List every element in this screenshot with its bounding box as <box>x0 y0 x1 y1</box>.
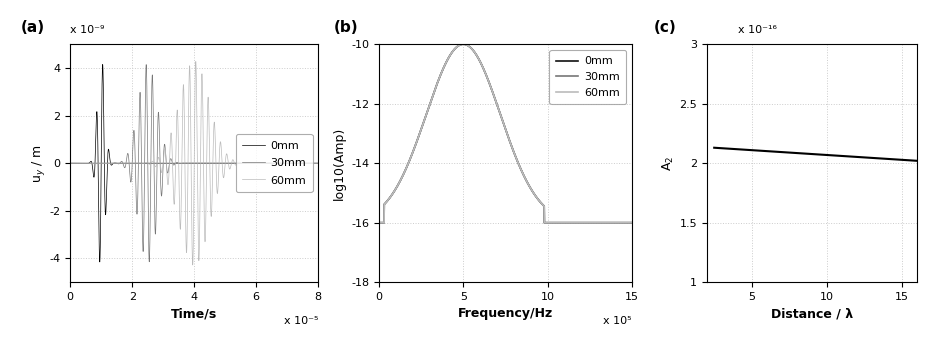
60mm <box>187 263 198 267</box>
Text: x 10⁻⁹: x 10⁻⁹ <box>70 25 105 35</box>
30mm <box>373 221 385 225</box>
30mm <box>242 161 254 165</box>
30mm <box>470 52 481 56</box>
X-axis label: Distance / λ: Distance / λ <box>771 307 853 321</box>
60mm <box>373 221 385 225</box>
Text: x 10⁵: x 10⁵ <box>604 316 632 325</box>
60mm <box>297 161 308 165</box>
60mm <box>470 52 481 56</box>
0mm <box>95 260 106 264</box>
Y-axis label: u$_y$ / m: u$_y$ / m <box>30 144 47 183</box>
0mm <box>214 161 226 165</box>
30mm <box>581 221 592 225</box>
60mm <box>626 221 637 225</box>
30mm <box>419 116 431 120</box>
Text: x 10⁻¹⁶: x 10⁻¹⁶ <box>739 25 777 35</box>
0mm <box>242 161 254 165</box>
0mm <box>313 161 324 165</box>
30mm <box>143 260 154 264</box>
Line: 60mm: 60mm <box>70 62 318 265</box>
X-axis label: Time/s: Time/s <box>171 307 217 321</box>
60mm <box>525 186 536 190</box>
30mm <box>182 161 193 165</box>
60mm <box>214 140 226 144</box>
60mm <box>65 161 76 165</box>
0mm <box>373 221 385 225</box>
0mm <box>65 161 76 165</box>
Legend: 0mm, 30mm, 60mm: 0mm, 30mm, 60mm <box>236 134 313 192</box>
0mm <box>470 52 481 56</box>
30mm <box>214 161 226 165</box>
30mm <box>140 63 152 67</box>
0mm <box>419 116 431 120</box>
X-axis label: Frequency/Hz: Frequency/Hz <box>458 307 553 321</box>
30mm <box>563 221 574 225</box>
30mm <box>65 161 76 165</box>
Text: (c): (c) <box>654 20 677 35</box>
0mm <box>458 42 469 46</box>
60mm <box>126 161 138 165</box>
60mm <box>419 116 431 120</box>
60mm <box>538 203 549 207</box>
0mm <box>297 161 308 165</box>
0mm <box>126 161 138 165</box>
60mm <box>313 161 324 165</box>
60mm <box>458 42 469 46</box>
Line: 30mm: 30mm <box>70 65 318 262</box>
0mm <box>626 221 637 225</box>
Text: (b): (b) <box>333 20 358 35</box>
Line: 0mm: 0mm <box>379 44 632 223</box>
60mm <box>182 206 193 210</box>
0mm <box>224 161 235 165</box>
Text: (a): (a) <box>21 20 45 35</box>
30mm <box>224 161 235 165</box>
Y-axis label: A$_2$: A$_2$ <box>662 156 677 171</box>
0mm <box>97 63 109 67</box>
60mm <box>581 221 592 225</box>
0mm <box>563 221 574 225</box>
30mm <box>626 221 637 225</box>
0mm <box>538 203 549 207</box>
30mm <box>525 186 536 190</box>
60mm <box>563 221 574 225</box>
Text: x 10⁻⁵: x 10⁻⁵ <box>284 316 318 325</box>
30mm <box>313 161 324 165</box>
30mm <box>538 203 549 207</box>
Line: 0mm: 0mm <box>70 65 318 262</box>
Line: 30mm: 30mm <box>379 44 632 223</box>
60mm <box>224 167 235 171</box>
30mm <box>297 161 308 165</box>
30mm <box>126 166 138 170</box>
60mm <box>242 161 254 165</box>
0mm <box>182 161 193 165</box>
Line: 60mm: 60mm <box>379 44 632 223</box>
Legend: 0mm, 30mm, 60mm: 0mm, 30mm, 60mm <box>549 50 626 104</box>
30mm <box>458 42 469 46</box>
0mm <box>525 186 536 190</box>
0mm <box>581 221 592 225</box>
60mm <box>190 59 201 64</box>
Y-axis label: log10(Amp): log10(Amp) <box>332 126 345 200</box>
